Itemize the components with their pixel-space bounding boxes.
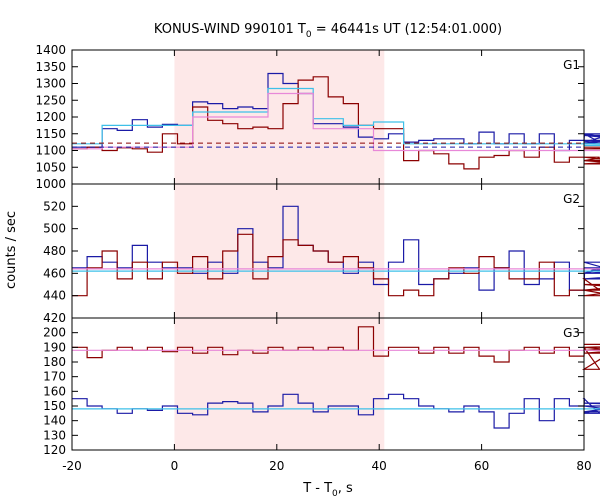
y-tick-label: 1400	[35, 43, 66, 57]
x-tick-label: 60	[474, 459, 489, 473]
panel-label-g3: G3	[563, 326, 580, 340]
y-tick-label: 440	[43, 289, 66, 303]
panel-g1: 1000 1050 1100 1150 1200 1250 1300 1350 1400 G1	[35, 43, 600, 191]
burst-interval-highlight	[174, 184, 385, 318]
panel-frame	[71, 317, 585, 451]
x-axis-label: T - T0, s	[302, 481, 353, 499]
y-tick-label: 520	[43, 199, 66, 213]
panel-label-g2: G2	[563, 192, 580, 206]
y-tick-label: 160	[43, 384, 66, 398]
burst-interval-highlight	[174, 318, 385, 450]
y-tick-label: 140	[43, 414, 66, 428]
x-axis: -20 0 20 40 60 80	[62, 459, 591, 473]
y-tick-label: 1150	[35, 127, 66, 141]
x-tick-label: 40	[372, 459, 387, 473]
y-tick-label: 1100	[35, 144, 66, 158]
x-tick-label: 80	[576, 459, 591, 473]
y-tick-label: 500	[43, 222, 66, 236]
x-tick-label: 20	[269, 459, 284, 473]
y-tick-label: 150	[43, 399, 66, 413]
y-tick-label: 1050	[35, 160, 66, 174]
y-tick-label: 190	[43, 340, 66, 354]
y-tick-label: 130	[43, 428, 66, 442]
y-tick-label: 420	[43, 311, 66, 325]
y-axis-label: counts / sec	[4, 211, 19, 289]
y-tick-label: 1250	[35, 93, 66, 107]
y-tick-label: 1200	[35, 110, 66, 124]
y-tick-label: 1000	[35, 177, 66, 191]
y-tick-label: 180	[43, 355, 66, 369]
x-tick-label: -20	[62, 459, 82, 473]
x-tick-label: 0	[171, 459, 179, 473]
y-tick-label: 120	[43, 443, 66, 457]
y-tick-label: 200	[43, 326, 66, 340]
y-tick-label: 1300	[35, 77, 66, 91]
chart-title: KONUS-WIND 990101 T0 = 46441s UT (12:54:…	[154, 22, 502, 40]
chart-panels: 1000 1050 1100 1150 1200 1250 1300 1350 1400 G1 42…	[35, 43, 600, 457]
y-tick-label: 480	[43, 244, 66, 258]
y-tick-label: 1350	[35, 60, 66, 74]
panel-g2: 420 440 460 480 500 520 G2	[43, 183, 600, 325]
y-tick-label: 460	[43, 266, 66, 280]
panel-label-g1: G1	[563, 58, 580, 72]
y-tick-label: 170	[43, 370, 66, 384]
